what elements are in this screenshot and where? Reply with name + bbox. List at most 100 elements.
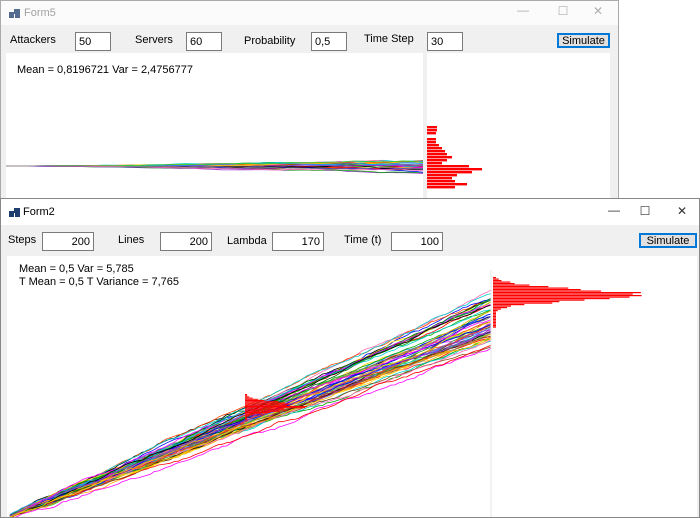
sample-path [9, 344, 492, 517]
histogram-bar [427, 174, 457, 177]
form5-title-bar[interactable]: Form5 — ☐ ✕ [1, 1, 618, 25]
lambda-input[interactable] [272, 232, 324, 251]
histogram-bar [493, 292, 641, 294]
maximize-button[interactable]: ☐ [639, 204, 651, 218]
probability-label: Probability [244, 35, 296, 47]
histogram-bar [427, 183, 467, 186]
histogram-bar [427, 147, 442, 150]
histogram-bar [245, 410, 281, 412]
histogram-bar [245, 394, 247, 395]
histogram-bar [245, 402, 285, 404]
histogram-bar [493, 295, 642, 297]
histogram-bar [245, 406, 308, 407]
histogram-bar [427, 180, 455, 183]
histogram-bar [493, 296, 630, 298]
minimize-button[interactable]: — [517, 3, 529, 17]
histogram-bar [493, 307, 507, 309]
close-button[interactable]: ✕ [592, 4, 604, 18]
time-step-label: Time Step [364, 33, 414, 45]
histogram-bar [493, 305, 511, 307]
time-input[interactable] [391, 232, 443, 251]
histogram-bar [245, 404, 287, 406]
histogram-bar [493, 281, 511, 283]
histogram-bar [493, 319, 496, 321]
form2-stats-mean: Mean = 0,5 Var = 5,785 [19, 263, 134, 275]
sample-path [9, 335, 492, 517]
histogram-bar [493, 325, 496, 327]
minimize-button[interactable]: — [608, 203, 620, 217]
form2-title: Form2 [23, 206, 55, 218]
sample-path [9, 324, 492, 516]
histogram-bar [427, 165, 469, 168]
form2-plot-panel: Mean = 0,5 Var = 5,785 T Mean = 0,5 T Va… [7, 256, 697, 517]
sample-path [14, 347, 492, 517]
histogram-bar [493, 310, 498, 312]
histogram-bar [493, 280, 502, 282]
histogram-bar [493, 293, 633, 295]
form2-title-bar[interactable]: Form2 — ☐ ✕ [1, 199, 699, 225]
attackers-label: Attackers [10, 34, 56, 46]
simulate-button[interactable]: Simulate [639, 233, 697, 248]
form5-paths-plot [6, 159, 423, 174]
histogram-bar [493, 283, 515, 285]
servers-input[interactable] [186, 32, 222, 51]
histogram-bar [245, 413, 262, 415]
histogram-bar [493, 302, 553, 304]
lambda-label: Lambda [227, 235, 267, 247]
form2-window: Form2 — ☐ ✕ Steps Lines Lambda Time (t) … [0, 198, 700, 518]
histogram-bar [427, 141, 436, 144]
histogram-bar [245, 408, 285, 410]
histogram-bar [427, 153, 447, 156]
histogram-bar [427, 132, 436, 135]
histogram-bar [427, 138, 436, 141]
app-icon [9, 9, 20, 18]
simulate-button[interactable]: Simulate [557, 33, 610, 48]
steps-input[interactable] [42, 232, 94, 251]
histogram-bar [245, 398, 259, 400]
time-label: Time (t) [344, 234, 382, 246]
steps-label: Steps [8, 234, 37, 246]
lines-label: Lines [118, 234, 145, 246]
time-step-input[interactable] [427, 32, 463, 51]
servers-label: Servers [135, 34, 173, 46]
maximize-button[interactable]: ☐ [557, 4, 569, 18]
histogram-bar [427, 156, 452, 159]
histogram-bar [493, 322, 496, 324]
histogram-bar [245, 419, 247, 421]
histogram-bar [493, 278, 499, 280]
histogram-bar [245, 412, 270, 413]
histogram-bar [427, 177, 452, 180]
histogram-bar [493, 290, 602, 292]
close-button[interactable]: ✕ [676, 204, 688, 218]
sample-path [6, 165, 423, 170]
histogram-bar [245, 414, 254, 416]
histogram-bar [427, 162, 442, 165]
sample-path [9, 321, 492, 517]
histogram-bar [427, 186, 455, 189]
histogram-bar [493, 311, 496, 313]
histogram-bar [245, 415, 250, 417]
sample-path [6, 160, 423, 167]
form5-histogram [427, 126, 482, 189]
histogram-bar [493, 301, 560, 303]
histogram-bar [493, 323, 496, 325]
histogram-bar [245, 403, 290, 405]
histogram-bar [493, 308, 501, 310]
lines-input[interactable] [160, 232, 212, 251]
histogram-bar [427, 171, 472, 174]
histogram-bar [493, 287, 569, 289]
attackers-input[interactable] [75, 32, 111, 51]
histogram-bar [427, 129, 437, 132]
histogram-bar [493, 326, 496, 328]
histogram-bar [245, 401, 279, 403]
histogram-bar [493, 284, 530, 286]
histogram-bar [493, 299, 585, 301]
app-icon [9, 208, 20, 217]
probability-input[interactable] [311, 32, 347, 51]
histogram-bar [427, 144, 439, 147]
form5-plot-panel: Mean = 0,8196721 Var = 2,4756777 [6, 53, 423, 199]
histogram-bar [245, 418, 247, 419]
histogram-bar [245, 409, 287, 411]
form2-stats-t-mean: T Mean = 0,5 T Variance = 7,765 [19, 276, 180, 288]
histogram-bar [245, 416, 248, 418]
